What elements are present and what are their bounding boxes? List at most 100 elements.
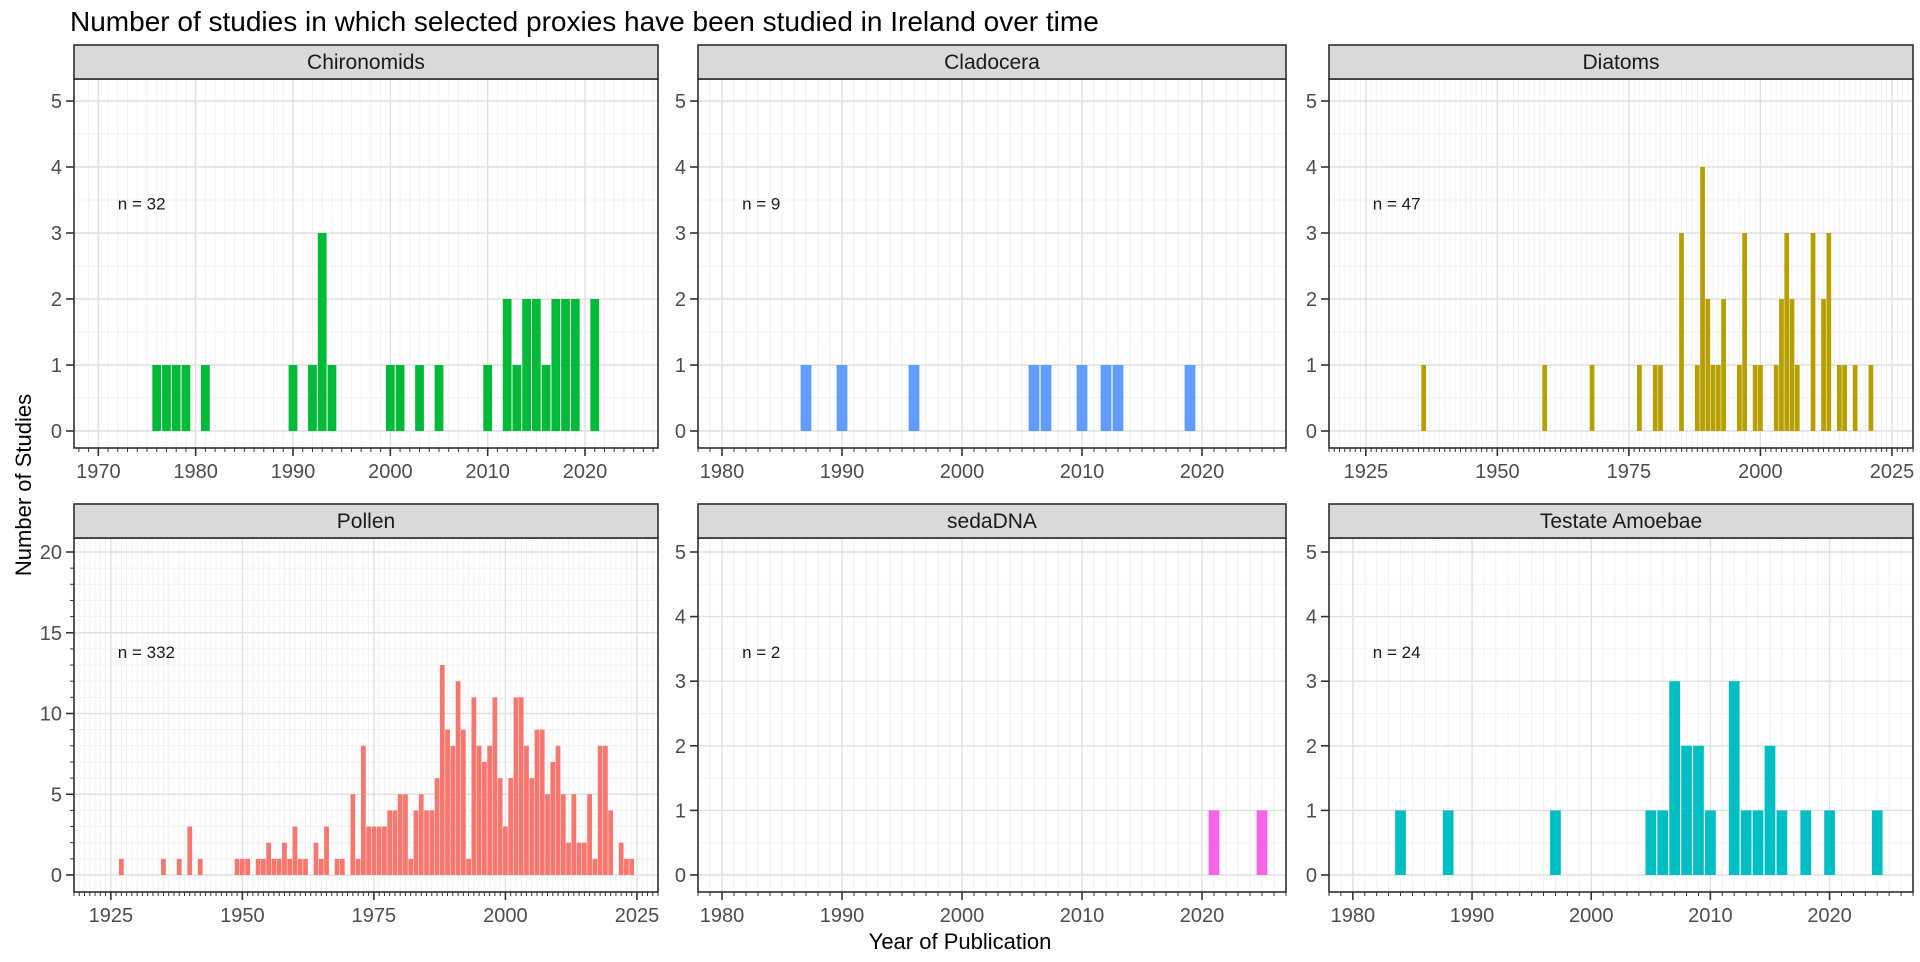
bar-2014	[576, 842, 582, 875]
bar-1997	[1742, 233, 1748, 431]
chart-title: Number of studies in which selected prox…	[70, 6, 1099, 37]
y-tick-label: 0	[51, 865, 62, 887]
bar-1988	[439, 665, 445, 875]
x-axis-diatoms: 1925 1950 1975 2000 2025	[1328, 448, 1914, 483]
bar-1973	[361, 745, 366, 875]
bar-1996	[1737, 365, 1742, 431]
bar-2017	[551, 299, 561, 431]
y-tick-label: 0	[1306, 421, 1317, 443]
gridlines-major	[74, 538, 658, 892]
y-tick-label: 4	[1306, 607, 1317, 629]
bar-1936	[1421, 365, 1427, 431]
bar-1983	[413, 810, 419, 875]
bar-1981	[201, 365, 210, 431]
bar-1990	[836, 365, 848, 431]
x-axis-title: Year of Publication	[868, 929, 1052, 954]
bars-testate-amoebae	[1395, 681, 1883, 875]
bar-2019	[603, 745, 608, 875]
bar-1972	[355, 858, 361, 875]
bar-2022	[618, 842, 624, 875]
bar-2007	[1794, 365, 1800, 431]
n-label-chironomids: n = 32	[118, 194, 166, 213]
bar-1960	[292, 826, 298, 875]
x-tick-label: 2000	[940, 905, 985, 927]
bar-1994	[327, 365, 337, 431]
bar-1990	[1705, 299, 1711, 431]
bar-2016	[541, 365, 551, 431]
x-tick-label: 2000	[483, 905, 528, 927]
bar-2019	[1184, 365, 1196, 431]
x-tick-label: 1970	[76, 461, 121, 483]
x-tick-label: 2000	[1738, 461, 1783, 483]
x-tick-label: 1990	[271, 461, 316, 483]
bar-2015	[581, 842, 587, 875]
gridlines-major	[1329, 538, 1913, 892]
x-tick-label: 1925	[89, 905, 134, 927]
y-tick-label: 2	[1306, 736, 1317, 758]
y-tick-label: 0	[51, 421, 62, 443]
bar-2006	[534, 729, 540, 875]
bar-1987	[434, 778, 440, 875]
bar-1971	[350, 794, 356, 875]
x-tick-label: 1975	[352, 905, 397, 927]
y-tick-label: 1	[51, 355, 62, 377]
bar-2013	[512, 365, 522, 431]
bar-2003	[415, 365, 424, 431]
gridlines-y-minor	[74, 133, 658, 399]
y-tick-label: 5	[51, 91, 62, 113]
y-tick-label: 4	[1306, 157, 1317, 179]
bar-2010	[483, 365, 493, 431]
y-tick-label: 3	[1306, 671, 1317, 693]
y-tick-label: 3	[1306, 223, 1317, 245]
x-tick-label: 1925	[1344, 461, 1389, 483]
bar-1959	[287, 858, 293, 875]
bar-1979	[392, 810, 398, 875]
bar-1984	[1395, 810, 1406, 875]
x-axis-chironomids: 1970 1980 1990 2000 2010 2020	[76, 448, 654, 483]
x-tick-label: 1950	[1475, 461, 1520, 483]
bar-1999	[1752, 365, 1758, 431]
bar-1962	[303, 858, 308, 875]
bar-2000	[1758, 365, 1763, 431]
gridlines-y-minor	[1329, 133, 1913, 399]
x-tick-label: 1990	[820, 461, 865, 483]
bar-2016	[587, 794, 592, 875]
bar-2001	[508, 778, 514, 875]
bar-2019	[570, 299, 580, 431]
bar-2017	[592, 858, 598, 875]
bar-2003	[1773, 365, 1779, 431]
x-tick-label: 1950	[220, 905, 265, 927]
y-axis-sedadna: 0 1 2 3 4 5	[675, 542, 698, 887]
bar-1961	[297, 858, 303, 875]
bar-1977	[162, 365, 171, 431]
bar-1966	[324, 826, 329, 875]
bar-1989	[445, 729, 450, 875]
bar-1999	[497, 778, 503, 875]
bar-2013	[1740, 810, 1752, 875]
bar-2006	[1789, 299, 1795, 431]
bar-1996	[908, 365, 920, 431]
bar-1980	[397, 794, 403, 875]
bar-2020	[608, 810, 614, 875]
x-tick-label: 1980	[700, 905, 745, 927]
bar-2010	[1076, 365, 1088, 431]
gridlines-y-minor	[1329, 583, 1913, 844]
x-axis-pollen: 1925 1950 1975 2000 2025	[73, 892, 659, 927]
bar-2018	[1800, 810, 1812, 875]
x-tick-label: 2020	[1807, 905, 1852, 927]
bar-1958	[282, 842, 287, 875]
y-axis-testate-amoebae: 0 1 2 3 4 5	[1306, 542, 1329, 887]
bar-1978	[171, 365, 181, 431]
x-tick-label: 2020	[1180, 461, 1225, 483]
bar-2015	[531, 299, 541, 431]
gridlines-y-minor	[698, 583, 1286, 844]
bar-2013	[1112, 365, 1124, 431]
facet-strip-chironomids	[73, 44, 659, 80]
bar-2005	[529, 778, 535, 875]
bar-1954	[261, 858, 266, 875]
bars-sedadna	[1208, 810, 1268, 875]
bar-1969	[339, 858, 345, 875]
bar-2007	[1669, 681, 1680, 875]
bar-2015	[1764, 745, 1776, 875]
bar-2012	[1728, 681, 1740, 875]
